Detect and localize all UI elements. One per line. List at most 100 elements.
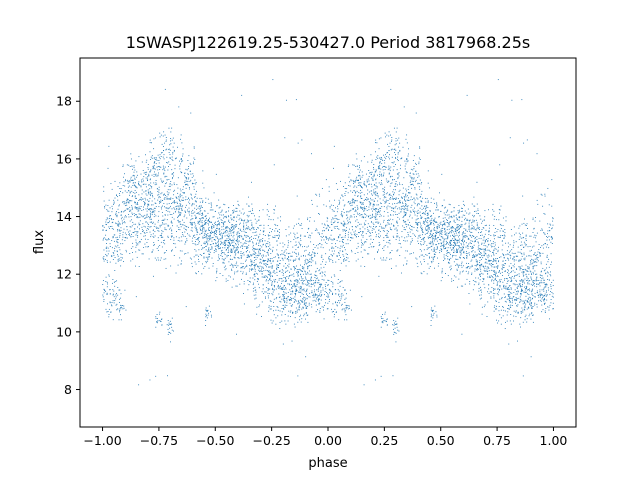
data-point: [322, 230, 323, 232]
data-point: [187, 211, 189, 212]
data-point: [404, 214, 406, 216]
data-point: [450, 216, 452, 218]
data-point: [422, 229, 423, 231]
data-point: [410, 241, 412, 243]
data-point: [446, 229, 448, 231]
data-point: [201, 217, 203, 219]
data-point: [461, 261, 463, 263]
data-point: [131, 190, 133, 192]
data-point: [127, 201, 129, 203]
data-point: [179, 229, 181, 231]
data-point: [472, 247, 474, 249]
data-point: [278, 237, 280, 239]
data-point: [347, 308, 349, 310]
data-point: [457, 286, 459, 288]
data-point: [148, 175, 149, 177]
data-point: [148, 216, 150, 218]
data-point: [241, 218, 242, 220]
data-point: [124, 205, 126, 207]
data-point: [149, 218, 151, 220]
data-point: [504, 300, 506, 302]
data-point: [179, 168, 181, 170]
data-point: [350, 179, 352, 181]
data-point: [178, 106, 180, 108]
data-point: [383, 191, 385, 193]
data-point: [508, 285, 510, 287]
data-point: [196, 197, 198, 199]
data-point: [134, 215, 135, 217]
data-point: [297, 274, 299, 276]
data-point: [154, 202, 156, 204]
data-point: [358, 232, 360, 234]
data-point: [155, 158, 157, 160]
data-point: [267, 292, 269, 294]
data-point: [479, 273, 481, 275]
data-point: [460, 265, 462, 267]
data-point: [492, 252, 493, 254]
data-point: [344, 236, 346, 238]
data-point: [387, 152, 389, 154]
data-point: [105, 234, 107, 236]
data-point: [475, 265, 477, 267]
data-point: [479, 248, 481, 250]
data-point: [358, 182, 360, 184]
data-point: [111, 225, 113, 227]
data-point: [171, 229, 173, 231]
data-point: [401, 205, 403, 207]
data-point: [321, 233, 323, 235]
data-point: [441, 230, 443, 231]
data-point: [464, 240, 465, 242]
data-point: [379, 210, 381, 212]
data-point: [330, 223, 332, 225]
data-point: [122, 200, 124, 202]
data-point: [433, 229, 435, 231]
data-point: [383, 211, 385, 213]
data-point: [533, 236, 535, 238]
data-point: [523, 236, 525, 238]
data-point: [203, 234, 205, 236]
data-point: [178, 212, 180, 214]
data-point: [303, 303, 305, 305]
data-point: [191, 262, 193, 264]
data-point: [226, 249, 227, 250]
data-point: [163, 203, 165, 204]
data-point: [296, 285, 298, 287]
data-point: [252, 242, 254, 244]
data-point: [491, 245, 493, 247]
data-point: [215, 173, 217, 175]
data-point: [259, 210, 260, 212]
data-point: [174, 168, 176, 170]
data-point: [375, 218, 377, 220]
data-point: [195, 228, 197, 229]
data-point: [502, 253, 504, 255]
data-point: [211, 225, 213, 227]
data-point: [300, 314, 301, 316]
data-point: [415, 162, 417, 164]
data-point: [300, 274, 301, 276]
data-point: [395, 158, 397, 159]
data-point: [276, 266, 278, 268]
data-point: [281, 311, 283, 313]
data-point: [129, 200, 131, 202]
data-point: [345, 227, 347, 229]
data-point: [254, 252, 256, 253]
data-point: [528, 289, 530, 291]
data-point: [116, 194, 117, 196]
data-point: [443, 256, 445, 258]
data-point: [119, 230, 121, 232]
data-point: [247, 226, 249, 228]
data-point: [374, 217, 376, 219]
data-point: [376, 234, 378, 236]
data-point: [265, 259, 267, 261]
data-point: [319, 273, 321, 275]
data-point: [439, 230, 441, 232]
data-point: [401, 197, 403, 198]
data-point: [455, 276, 457, 278]
data-point: [254, 218, 256, 220]
data-point: [143, 206, 144, 208]
data-point: [138, 242, 140, 244]
data-point: [274, 272, 276, 274]
data-point: [423, 258, 425, 260]
data-point: [256, 242, 257, 244]
data-point: [153, 225, 155, 227]
